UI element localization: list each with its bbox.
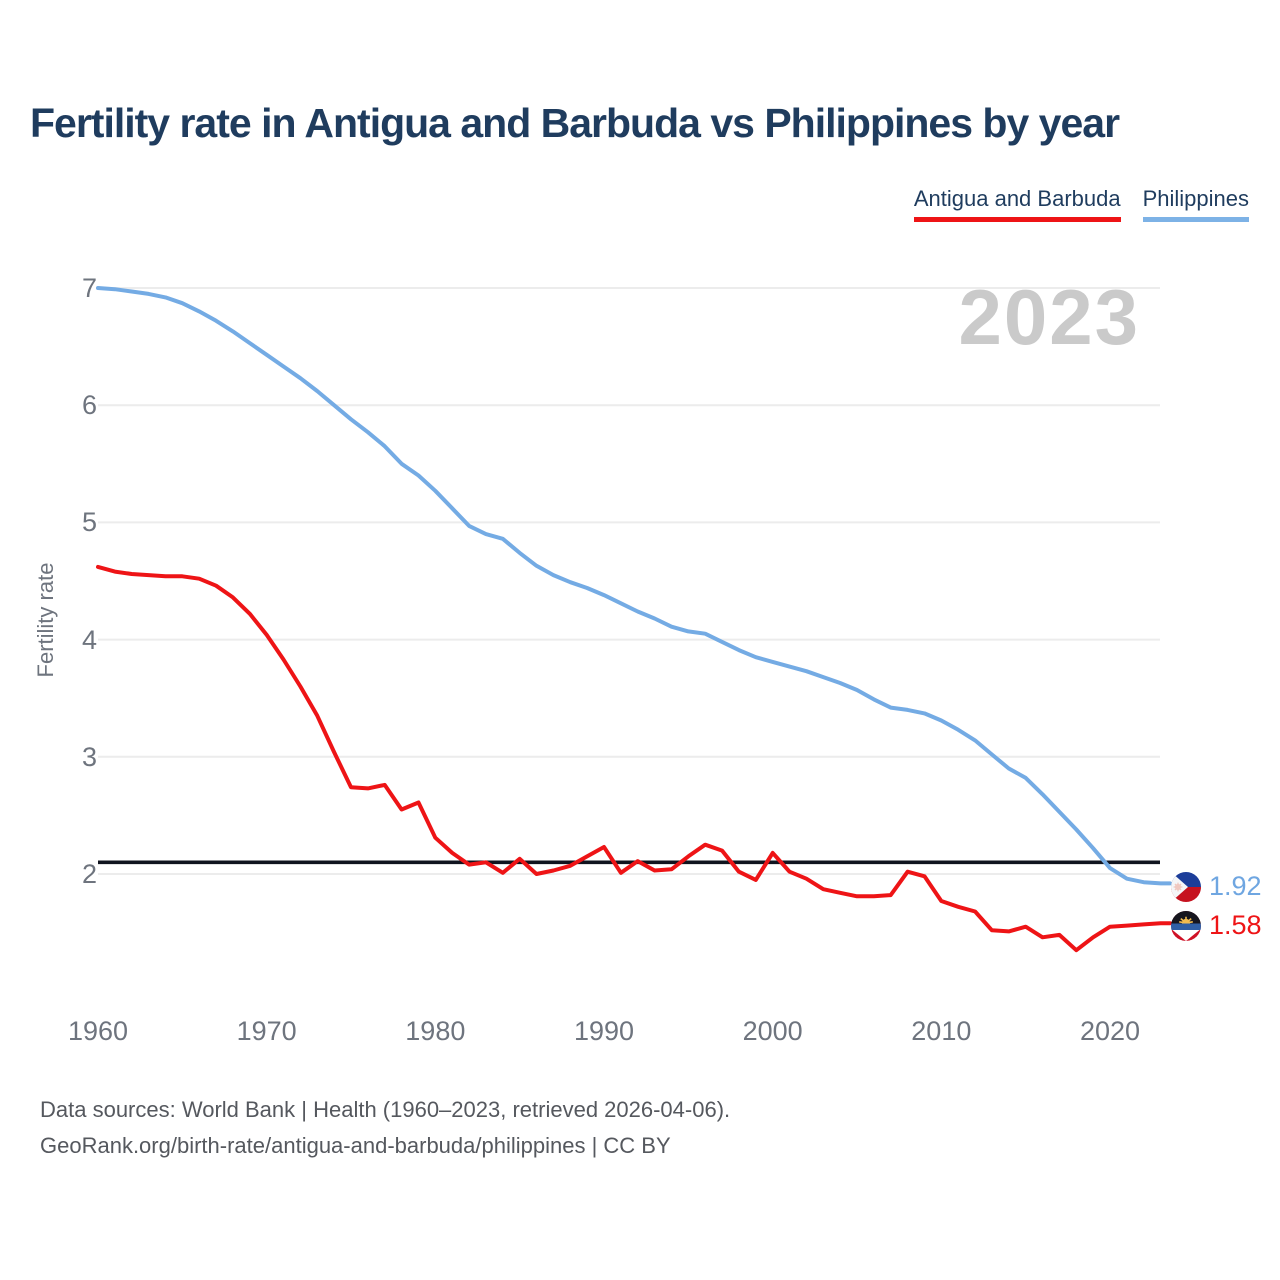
y-tick-label: 2	[81, 859, 97, 889]
end-label-antigua-and-barbuda: 1.58	[1171, 910, 1262, 941]
y-axis-title: Fertility rate	[33, 562, 58, 678]
x-tick-label: 2000	[742, 1016, 803, 1046]
end-label-philippines: 1.92	[1171, 871, 1262, 902]
y-tick-label: 7	[81, 273, 97, 303]
y-tick-label: 6	[81, 390, 97, 421]
y-tick-label: 3	[81, 741, 97, 772]
x-tick-label: 2010	[911, 1016, 972, 1046]
data-sources-line: Data sources: World Bank | Health (1960–…	[40, 1097, 731, 1122]
x-tick-label: 1990	[573, 1016, 635, 1046]
end-value-philippines: 1.92	[1209, 871, 1262, 901]
page-title: Fertility rate in Antigua and Barbuda vs…	[30, 100, 1120, 146]
x-tick-label: 1970	[236, 1016, 297, 1046]
series-line-philippines	[96, 286, 1172, 886]
y-tick-label: 5	[81, 507, 97, 538]
source-url-line: GeoRank.org/birth-rate/antigua-and-barbu…	[40, 1133, 671, 1158]
antigua-and-barbuda-flag-icon	[1171, 910, 1201, 941]
series-line-antigua-and-barbuda	[96, 564, 1172, 953]
attribution: Data sources: World Bank | Health (1960–…	[40, 1092, 730, 1164]
chart-legend: Antigua and Barbuda Philippines	[913, 186, 1249, 222]
x-tick-label: 1980	[405, 1016, 466, 1046]
y-tick-label: 4	[81, 624, 97, 655]
x-tick-label: 1960	[67, 1016, 129, 1046]
philippines-flag-icon	[1171, 871, 1201, 902]
legend-item-antigua-and-barbuda[interactable]: Antigua and Barbuda	[913, 186, 1121, 222]
legend-item-philippines[interactable]: Philippines	[1142, 186, 1249, 222]
end-value-antigua-and-barbuda: 1.58	[1209, 910, 1262, 940]
x-tick-label: 2020	[1079, 1016, 1141, 1046]
